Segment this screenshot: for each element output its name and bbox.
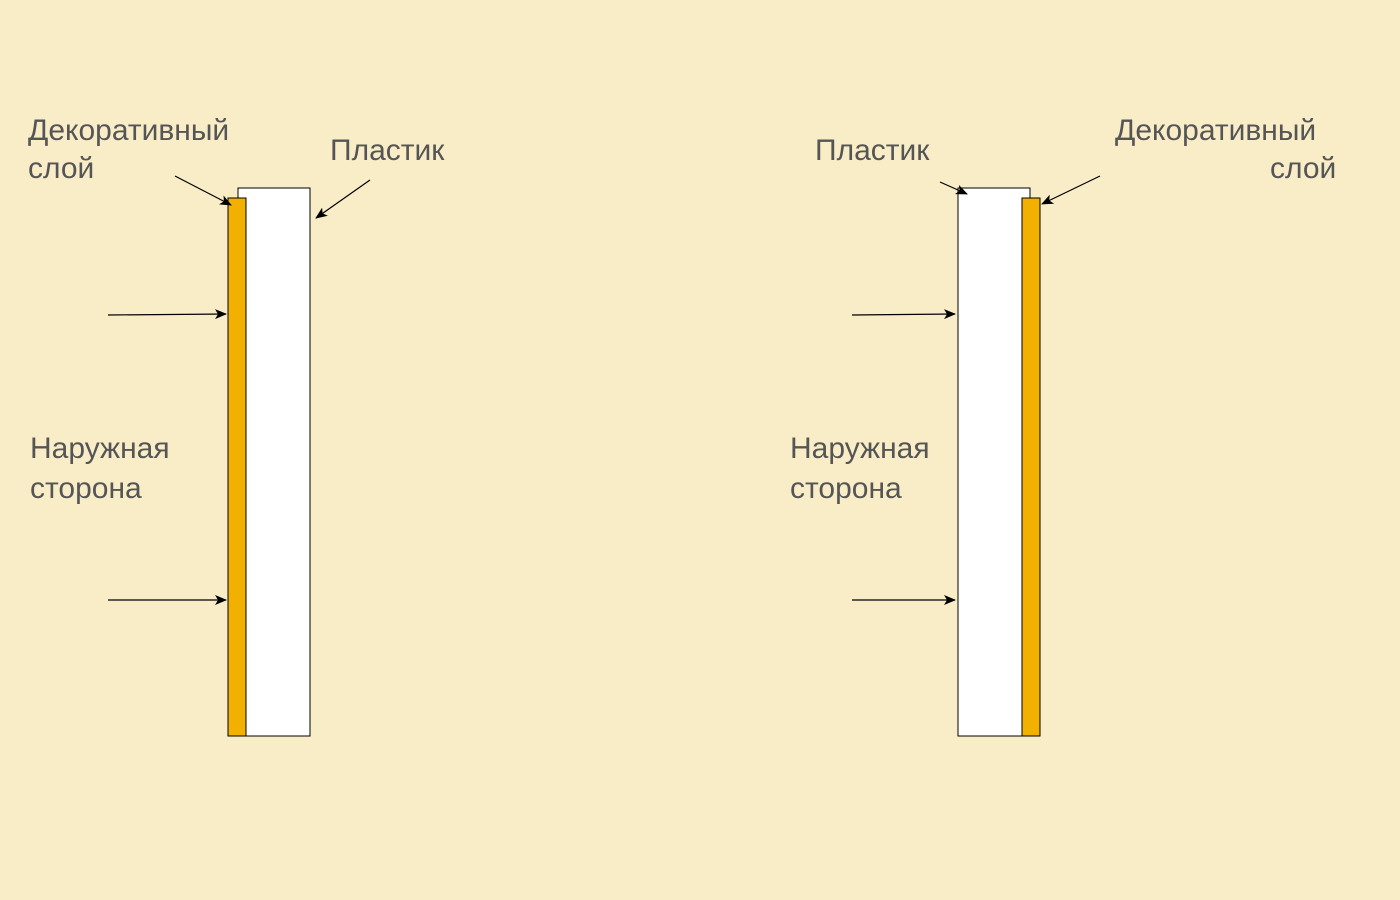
right-outer-label-line2: сторона [790,472,902,505]
right-decorative-layer [1022,198,1040,736]
right-plastic-label: Пластик [815,134,930,167]
left-plastic-label: Пластик [330,134,445,167]
left-plastic-layer [238,188,310,736]
left-decorative-layer [228,198,246,736]
right-decor-label-line2: слой [1270,152,1336,185]
left-decor-label-line2: слой [28,152,94,185]
right-plastic-layer [958,188,1030,736]
left-outer-label-line2: сторона [30,472,142,505]
right-decor-label-line1: Декоративный [1115,114,1316,147]
left-decor-label-line1: Декоративный [28,114,229,147]
right-outer-label-line1: Наружная [790,432,930,465]
left-outer-label-line1: Наружная [30,432,170,465]
